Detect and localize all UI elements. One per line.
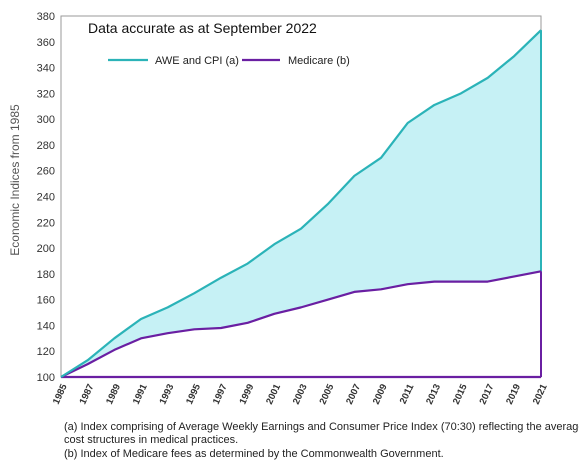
x-tick-label: 2007	[344, 382, 363, 406]
x-tick-label: 1995	[184, 382, 203, 406]
y-tick-label: 360	[37, 37, 55, 49]
x-tick-label: 2003	[291, 382, 310, 406]
y-tick-label: 240	[37, 192, 55, 204]
legend-label-medicare: Medicare (b)	[288, 55, 350, 67]
footnotes: (a) Index comprising of Average Weekly E…	[64, 421, 579, 460]
x-tick-label: 2019	[504, 382, 523, 406]
y-tick-label: 280	[37, 140, 55, 152]
y-tick-label: 220	[37, 217, 55, 229]
x-tick-label: 2013	[424, 382, 443, 406]
y-tick-label: 100	[37, 372, 55, 384]
y-tick-label: 180	[37, 269, 55, 281]
x-tick-label: 2001	[264, 382, 283, 406]
x-tick-label: 2009	[371, 382, 390, 406]
y-tick-label: 260	[37, 166, 55, 178]
footnote-a-line1: (a) Index comprising of Average Weekly E…	[64, 421, 579, 433]
x-tick-label: 1993	[158, 382, 177, 406]
x-tick-label: 1999	[238, 382, 257, 406]
series-line-awe-cpi	[60, 29, 542, 378]
legend: AWE and CPI (a) Medicare (b)	[108, 55, 350, 67]
plot-area	[60, 15, 542, 379]
y-tick-label: 120	[37, 346, 55, 358]
y-tick-label: 380	[37, 11, 55, 23]
x-tick-label: 1987	[78, 382, 97, 406]
y-tick-label: 160	[37, 295, 55, 307]
x-tick-label: 1991	[131, 382, 150, 406]
y-tick-label: 140	[37, 320, 55, 332]
footnote-b: (b) Index of Medicare fees as determined…	[64, 448, 444, 460]
x-tick-label: 2021	[531, 382, 550, 406]
x-tick-label: 2015	[451, 382, 470, 406]
x-tick-label: 2005	[318, 382, 337, 406]
x-tick-label: 1989	[104, 382, 123, 406]
series-line-medicare	[60, 270, 542, 378]
x-tick-label: 2017	[478, 382, 497, 406]
y-tick-label: 340	[37, 63, 55, 75]
legend-label-awe-cpi: AWE and CPI (a)	[155, 55, 239, 67]
x-axis-ticks: 1985 1987 1989 1991 1993 1995 1997 1999 2001 2003…	[51, 382, 550, 406]
x-tick-label: 1985	[51, 382, 70, 406]
y-tick-label: 320	[37, 88, 55, 100]
y-tick-label: 300	[37, 114, 55, 126]
gap-area	[61, 30, 541, 378]
y-axis-label: Economic Indices from 1985	[8, 104, 22, 256]
y-tick-label: 200	[37, 243, 55, 255]
footnote-a-line2: cost structures in medical practices.	[64, 434, 238, 446]
chart-title: Data accurate as at September 2022	[88, 20, 317, 36]
x-tick-label: 2011	[398, 382, 417, 406]
y-axis-ticks: 100 120 140 160 180 200 220 240 260 280 300 320 340 3…	[37, 11, 55, 384]
x-tick-label: 1997	[211, 382, 230, 406]
